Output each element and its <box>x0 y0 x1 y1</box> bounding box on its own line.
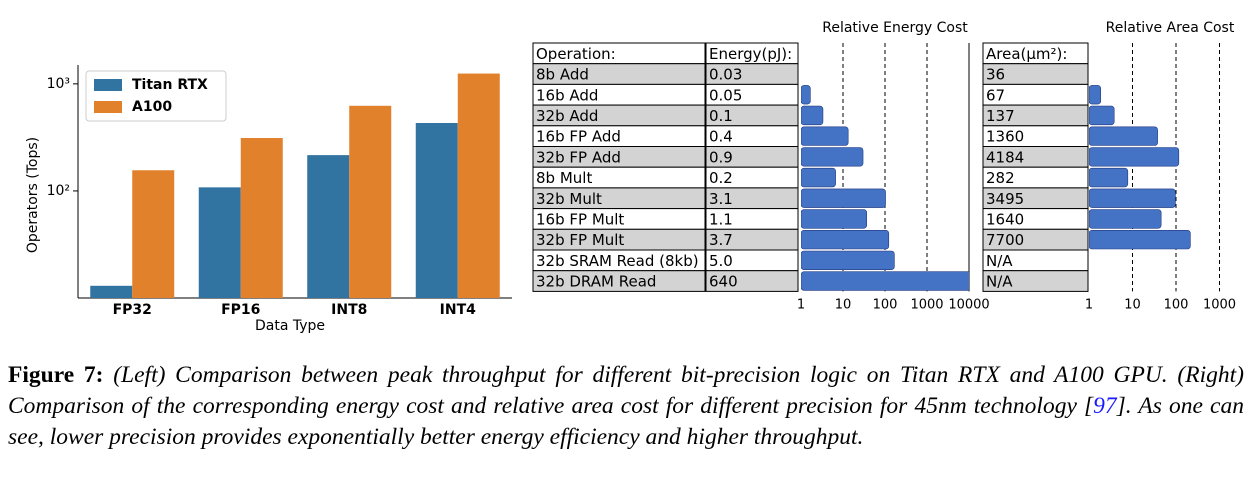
cell-value: 0.05 <box>709 86 742 104</box>
legend-swatch <box>94 79 122 91</box>
bar <box>801 230 890 250</box>
bar <box>1089 147 1180 167</box>
cell-value: 1.1 <box>709 210 733 228</box>
x-tick-label: 10000 <box>948 298 989 313</box>
cell-value: 0.03 <box>709 66 742 84</box>
cell-value: 36 <box>986 66 1005 84</box>
row-label: 32b FP Add <box>536 148 621 166</box>
bar <box>198 187 241 298</box>
cell-value: 67 <box>986 86 1005 104</box>
x-tick-label: 1000 <box>1203 298 1236 313</box>
column-header: Operation: <box>536 45 616 63</box>
bar <box>1089 85 1102 105</box>
x-tick-label: FP32 <box>113 302 152 318</box>
bar <box>132 170 175 298</box>
y-tick-label: 10³ <box>47 76 70 92</box>
row-label: 8b Add <box>536 66 589 84</box>
caption-text: (Left) Comparison between peak throughpu… <box>8 362 1244 419</box>
bar <box>457 73 500 298</box>
bar <box>1089 126 1158 146</box>
x-tick-label: 1 <box>797 298 805 313</box>
table-cell <box>532 270 706 292</box>
row-label: 16b Add <box>536 86 598 104</box>
caption-label: Figure 7: <box>8 362 104 388</box>
cell-value: 137 <box>986 107 1015 125</box>
x-tick-label: 100 <box>1164 298 1189 313</box>
bar <box>801 85 811 105</box>
bar <box>1089 188 1176 208</box>
table-cell <box>982 270 1089 292</box>
caption-text: ]. As one can see, lower precision provi… <box>8 393 1244 450</box>
bar <box>240 138 283 298</box>
chart-title: Relative Energy Cost <box>822 20 968 36</box>
table-cell <box>705 270 799 292</box>
cell-value: 0.4 <box>709 128 733 146</box>
x-tick-label: 1000 <box>910 298 943 313</box>
x-tick-label: 10 <box>1124 298 1141 313</box>
column-header: Area(µm²): <box>986 45 1067 63</box>
cell-value: 0.2 <box>709 169 733 187</box>
row-label: 32b FP Mult <box>536 231 624 249</box>
cell-value: 3.1 <box>709 190 733 208</box>
cell-value: 0.9 <box>709 148 733 166</box>
x-axis-label: Data Type <box>255 318 325 334</box>
bar <box>801 209 868 229</box>
x-tick-label: FP16 <box>221 302 260 318</box>
x-tick-label: 100 <box>873 298 898 313</box>
legend-swatch <box>94 101 122 113</box>
bar <box>1089 105 1115 126</box>
cell-value: 0.1 <box>709 107 733 125</box>
y-axis-label: Operators (Tops) <box>25 137 41 253</box>
bar <box>349 105 392 298</box>
bar <box>1089 167 1129 188</box>
cell-value: 4184 <box>986 148 1024 166</box>
bar <box>90 285 133 298</box>
legend-label: A100 <box>132 99 172 115</box>
caption: Figure 7: (Left) Comparison between peak… <box>8 360 1244 453</box>
bar <box>801 271 969 291</box>
row-label: 16b FP Add <box>536 128 621 146</box>
chart-title: Relative Area Cost <box>1106 20 1235 36</box>
bar <box>801 167 836 188</box>
bar <box>801 147 864 167</box>
figure: Operators (Tops) Data Type 10² 10³ FP32 FP1… <box>25 20 1236 334</box>
bar <box>1089 209 1162 229</box>
x-tick-label: INT4 <box>440 302 476 318</box>
cell-value: N/A <box>986 252 1013 270</box>
cell-value: 7700 <box>986 231 1024 249</box>
y-tick-label: 10² <box>47 183 70 199</box>
x-tick-label: 10 <box>835 298 852 313</box>
row-label: 32b Add <box>536 107 598 125</box>
x-tick-label: 1 <box>1085 298 1093 313</box>
bar <box>1089 230 1191 250</box>
cell-value: 1360 <box>986 128 1024 146</box>
legend-label: Titan RTX <box>132 77 208 93</box>
bar <box>801 126 849 146</box>
bar <box>801 105 824 126</box>
cell-value: 3.7 <box>709 231 733 249</box>
bar <box>801 188 886 208</box>
cell-value: 5.0 <box>709 252 733 270</box>
cell-value: 282 <box>986 169 1015 187</box>
citation[interactable]: 97 <box>1093 393 1117 419</box>
row-label: 32b DRAM Read <box>536 273 656 291</box>
cell-value: N/A <box>986 273 1013 291</box>
row-label: 32b SRAM Read (8kb) <box>536 252 699 270</box>
column-header: Energy(pJ): <box>709 45 792 63</box>
bar <box>801 250 895 270</box>
cell-value: 1640 <box>986 210 1024 228</box>
cell-value: 3495 <box>986 190 1024 208</box>
cell-value: 640 <box>709 273 738 291</box>
row-label: 32b Mult <box>536 190 602 208</box>
bar <box>415 122 458 298</box>
row-label: 8b Mult <box>536 169 592 187</box>
x-tick-label: INT8 <box>331 302 367 318</box>
bar <box>307 155 350 298</box>
row-label: 16b FP Mult <box>536 210 624 228</box>
